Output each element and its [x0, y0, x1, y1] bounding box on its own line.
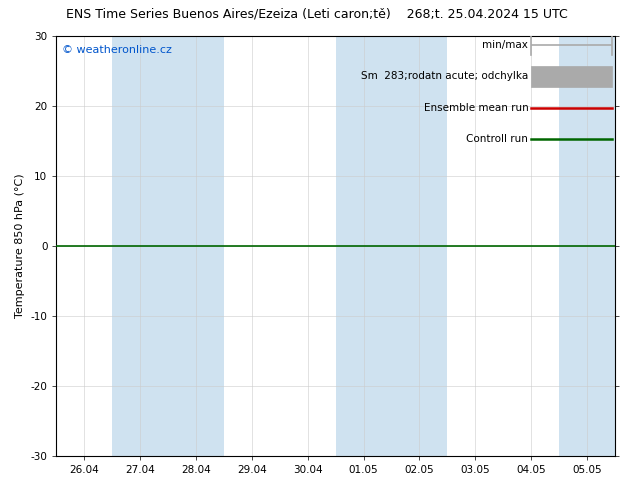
Text: Controll run: Controll run	[467, 134, 528, 144]
Bar	[335, 36, 391, 456]
Text: Ensemble mean run: Ensemble mean run	[424, 102, 528, 113]
Text: ENS Time Series Buenos Aires/Ezeiza (Leti caron;tě)    268;t. 25.04.2024 15 UTC: ENS Time Series Buenos Aires/Ezeiza (Let…	[66, 7, 568, 21]
Bar	[391, 36, 448, 456]
Text: Sm  283;rodatn acute; odchylka: Sm 283;rodatn acute; odchylka	[361, 71, 528, 81]
Bar	[112, 36, 168, 456]
Bar	[531, 66, 612, 87]
Bar	[559, 36, 615, 456]
Y-axis label: Temperature 850 hPa (°C): Temperature 850 hPa (°C)	[15, 174, 25, 318]
Text: © weatheronline.cz: © weatheronline.cz	[62, 45, 172, 54]
Bar	[168, 36, 224, 456]
Text: min/max: min/max	[482, 40, 528, 49]
